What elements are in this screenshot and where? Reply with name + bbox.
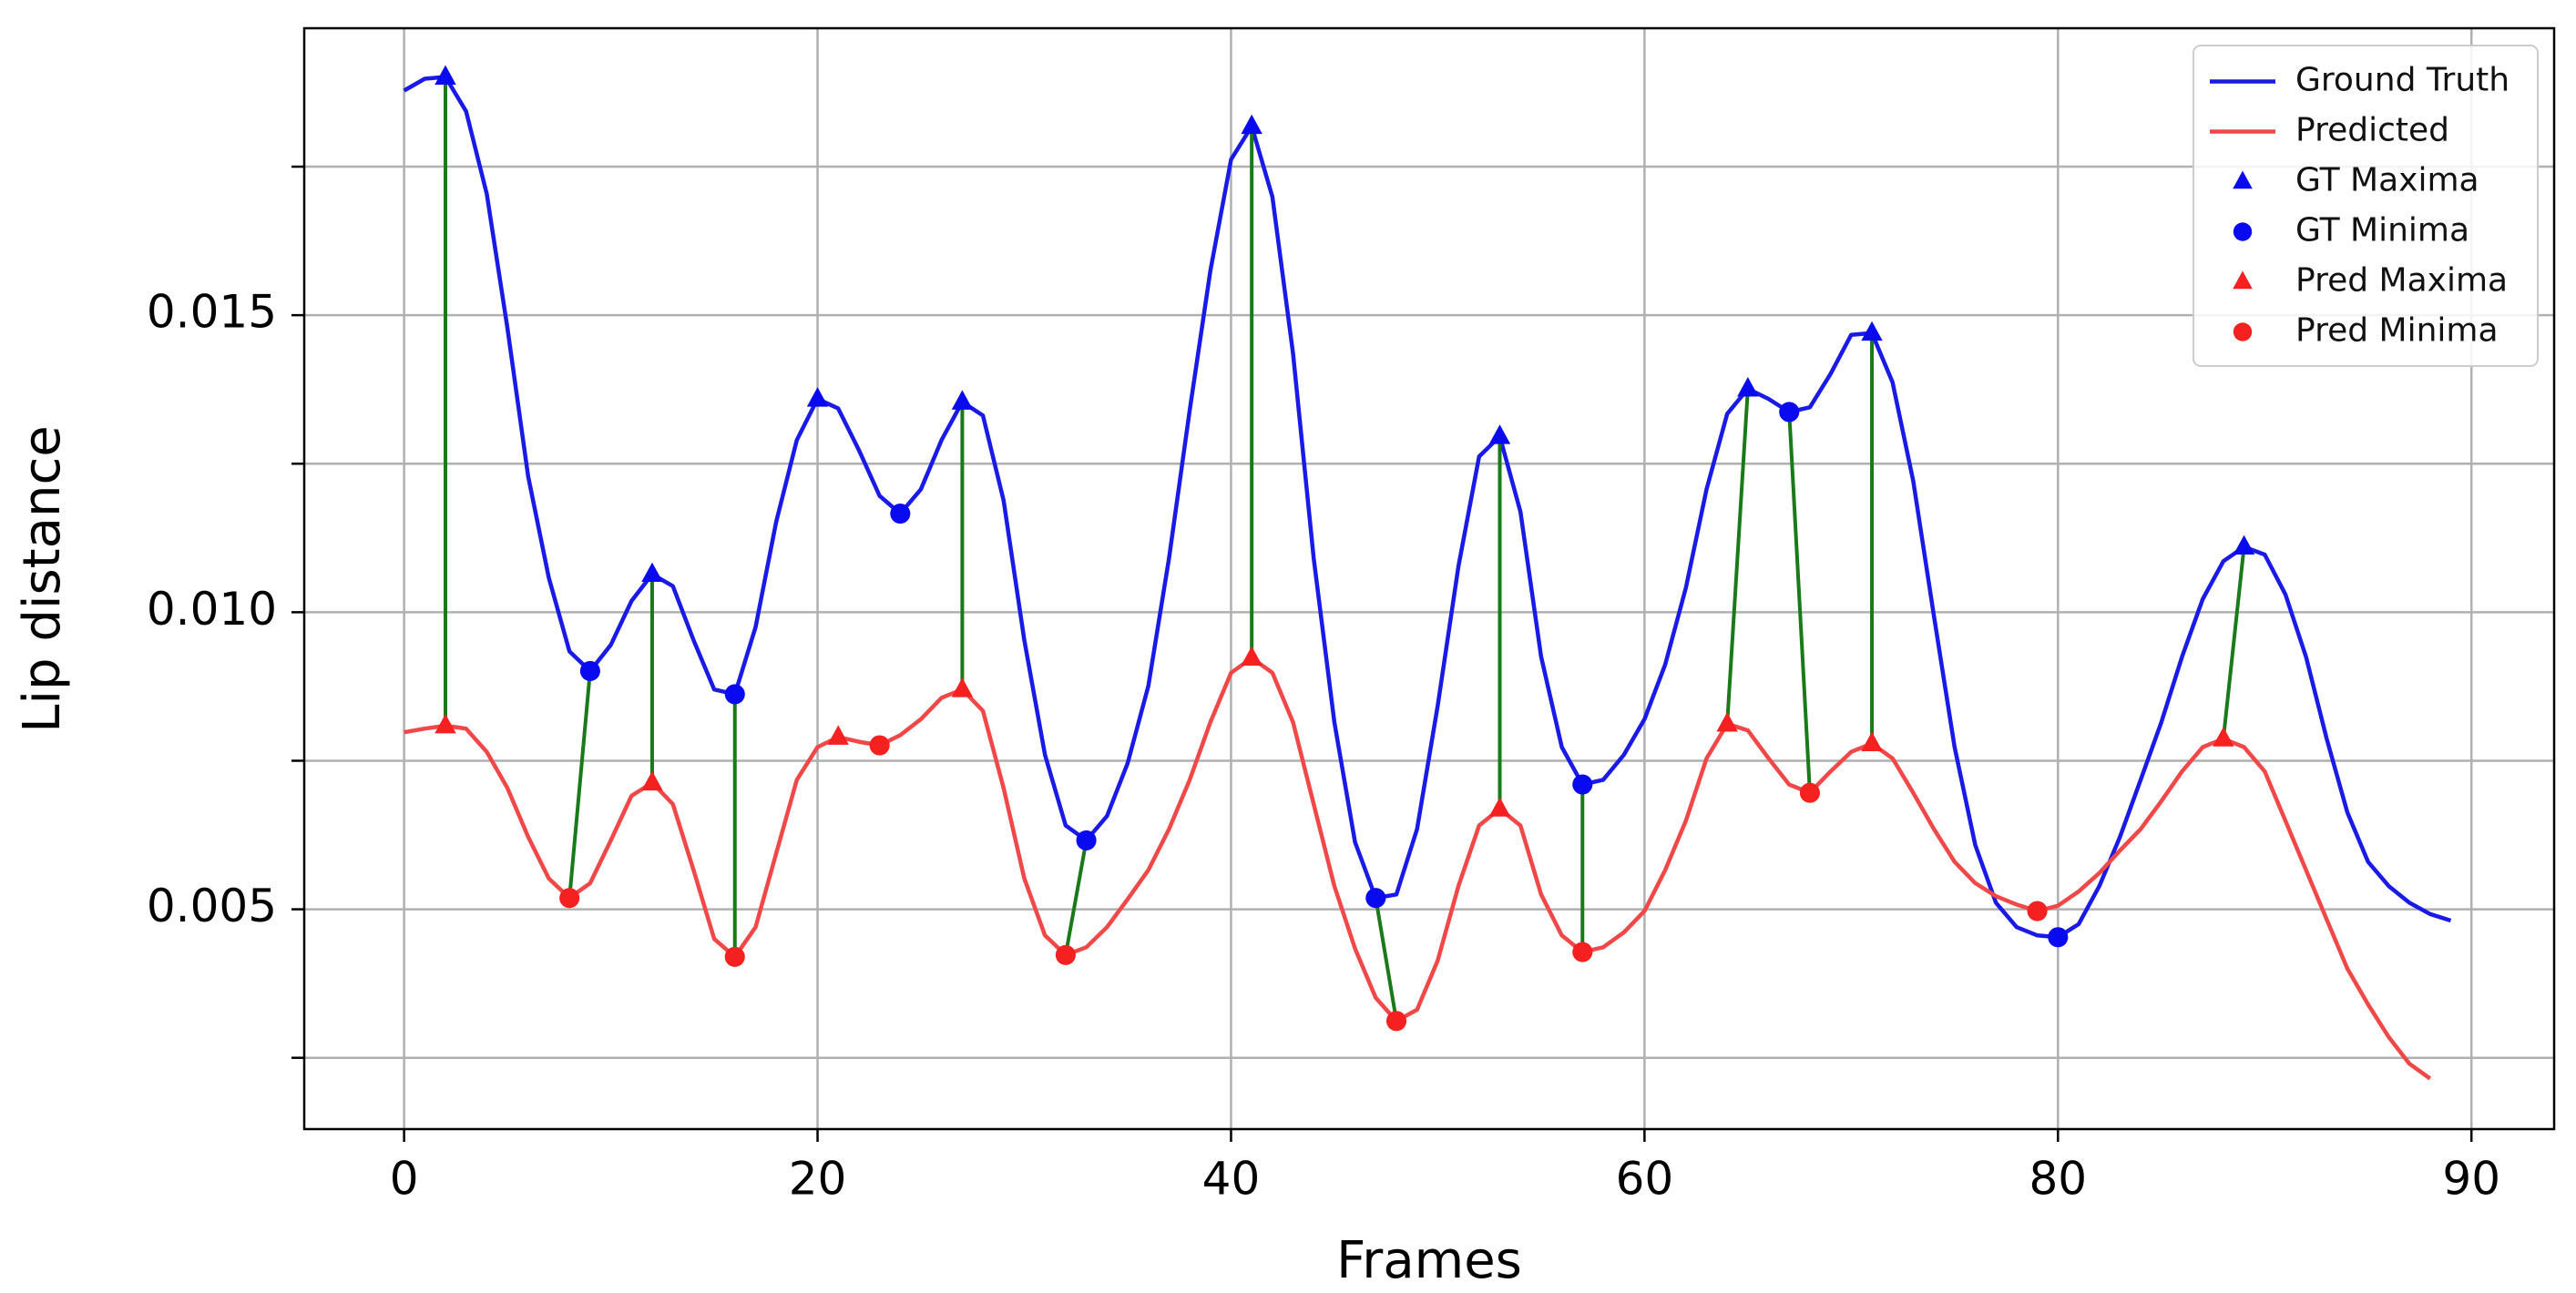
match-line (1787, 412, 1812, 793)
y-tick-label: 0.010 (147, 583, 277, 636)
x-tick-label: 40 (1202, 1153, 1261, 1206)
match-line (2221, 546, 2246, 739)
triangle-marker (641, 562, 663, 583)
triangle-marker (434, 713, 456, 734)
triangle-marker (434, 65, 456, 85)
legend-label: GT Minima (2295, 212, 2469, 249)
circle-marker (1076, 830, 1097, 850)
x-tick-label: 80 (2029, 1153, 2087, 1206)
triangle-marker (641, 770, 663, 791)
grid-layer (304, 28, 2554, 1129)
triangle-marker (2213, 727, 2234, 747)
series-line (404, 656, 2432, 1081)
legend-box (2193, 45, 2539, 367)
triangle-marker (1861, 731, 1883, 752)
legend-label: GT Maxima (2295, 162, 2479, 199)
x-tick-label: 20 (789, 1153, 847, 1206)
triangle-marker (2233, 170, 2253, 189)
circle-marker (869, 735, 890, 756)
triangle-marker (1861, 321, 1883, 341)
circle-marker (1055, 944, 1076, 965)
y-tick-label: 0.005 (147, 880, 277, 932)
triangle-marker (1737, 377, 1759, 397)
match-line (1063, 840, 1089, 956)
plot-layer (403, 65, 2452, 1081)
circle-marker (1779, 402, 1800, 423)
circle-marker (1365, 888, 1386, 909)
triangle-marker (951, 677, 974, 697)
circle-marker (1572, 942, 1593, 962)
plot-frame (302, 26, 2556, 1131)
triangle-marker (951, 390, 974, 410)
circle-marker (2027, 901, 2048, 921)
triangle-marker (1716, 712, 1738, 732)
circle-marker (2233, 322, 2253, 341)
triangle-marker (1488, 424, 1511, 444)
triangle-marker (827, 725, 849, 745)
legend-label: Pred Minima (2295, 312, 2499, 350)
axes-layer: 0.005 0.010 0.015 0 20 40 60 80 90 (147, 26, 2556, 1206)
triangle-marker (1241, 114, 1262, 135)
x-tick-label: 60 (1616, 1153, 1674, 1206)
triangle-marker (2233, 270, 2253, 290)
legend: Ground Truth Predicted GT Maxima GT Minima P… (2193, 45, 2539, 367)
triangle-marker (1241, 646, 1262, 667)
legend-label: Pred Maxima (2295, 262, 2508, 300)
match-line (1374, 897, 1398, 1022)
circle-marker (724, 684, 745, 705)
x-axis-label: Frames (1336, 1231, 1522, 1290)
triangle-marker (1488, 797, 1511, 817)
legend-label: Predicted (2295, 112, 2449, 149)
circle-marker (890, 504, 911, 524)
match-line (1725, 388, 1750, 725)
circle-marker (1799, 782, 1820, 803)
y-tick-label: 0.015 (147, 286, 277, 339)
match-line (567, 670, 592, 899)
circle-marker (724, 946, 745, 967)
triangle-marker (806, 387, 829, 407)
triangle-marker (2233, 535, 2255, 555)
circle-marker (2048, 927, 2069, 948)
circle-marker (2233, 222, 2253, 241)
legend-label: Ground Truth (2295, 62, 2510, 99)
x-tick-label: 0 (390, 1153, 419, 1206)
circle-marker (579, 660, 600, 682)
circle-marker (559, 888, 580, 909)
y-axis-label: Lip distance (13, 425, 72, 732)
circle-marker (1385, 1011, 1407, 1032)
circle-marker (1572, 774, 1593, 795)
x-tick-label: 90 (2442, 1153, 2500, 1206)
